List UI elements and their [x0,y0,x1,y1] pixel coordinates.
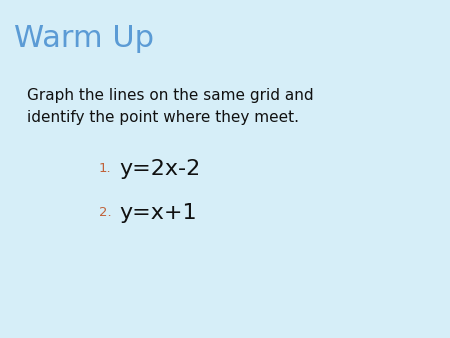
Text: y=x+1: y=x+1 [119,203,197,223]
Text: 1.: 1. [99,163,112,175]
Text: Warm Up: Warm Up [14,24,153,53]
Text: Graph the lines on the same grid and
identify the point where they meet.: Graph the lines on the same grid and ide… [27,88,314,125]
Text: y=2x-2: y=2x-2 [119,159,201,179]
Text: 2.: 2. [99,207,112,219]
